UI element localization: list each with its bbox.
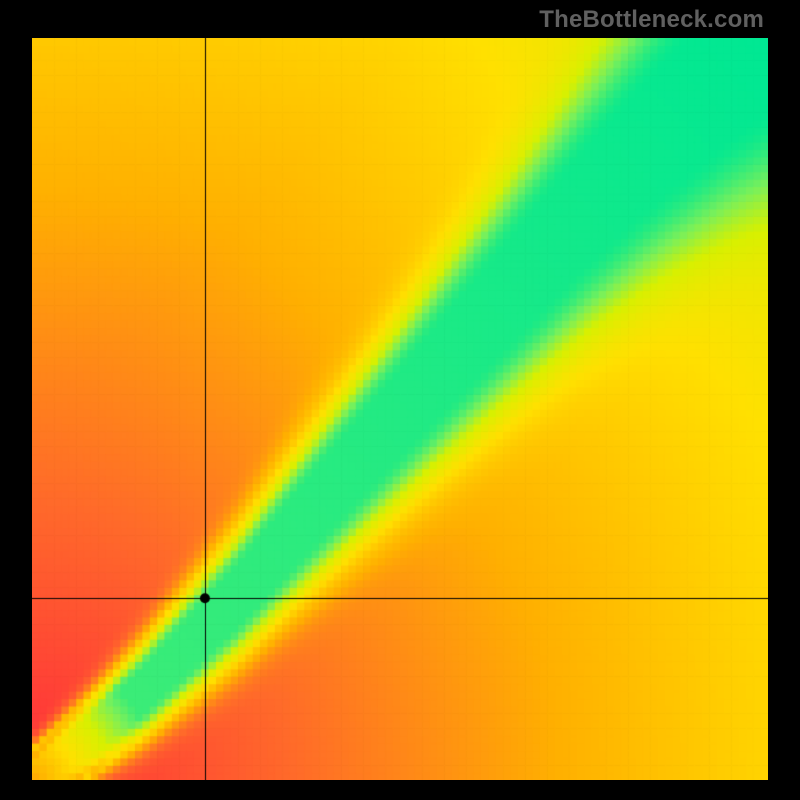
bottleneck-heatmap bbox=[32, 38, 768, 780]
watermark-text: TheBottleneck.com bbox=[539, 6, 764, 34]
